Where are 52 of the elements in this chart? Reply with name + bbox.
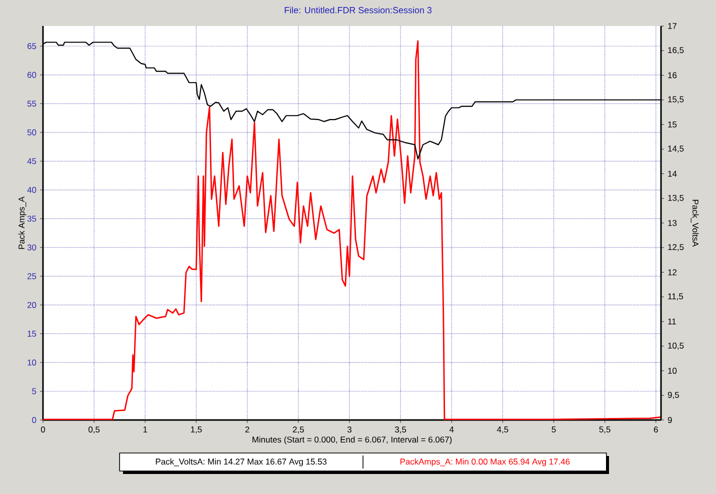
y2-tick-label: 10 [668, 368, 677, 374]
y2-tick-label: 13,5 [668, 194, 684, 202]
y2-tick-label: 14 [668, 170, 677, 177]
y-axis-title: Pack Amps_A [18, 196, 26, 249]
x-tick-label: 5,5 [599, 426, 610, 434]
y-tick-label: 35 [27, 216, 36, 222]
y2-tick-label: 15 [668, 122, 677, 128]
text: PackAmps_A [400, 458, 451, 466]
y2-axis-title: Pack_VoltsA [690, 200, 699, 247]
y2-tick-label: 15,5 [668, 96, 684, 104]
y-tick-label: 55 [27, 100, 36, 107]
x-tick-label: 4 [449, 426, 454, 432]
y2-tick-label: 16 [668, 72, 677, 78]
x-tick-label: 4,5 [496, 426, 508, 434]
y-tick-label: 60 [27, 72, 36, 78]
text: Pack_VoltsA [156, 458, 203, 466]
x-tick-label: 0,5 [88, 426, 100, 434]
y-tick-label: 65 [27, 43, 36, 50]
y-tick-label: 0 [32, 417, 36, 423]
y2-tick-label: 12 [668, 269, 677, 276]
y2-tick-label: 10,5 [668, 342, 684, 350]
y2-tick-label: 9,5 [668, 392, 679, 399]
chart-title: File: Untitled.FDR Session:Session 3 [284, 6, 432, 14]
y-tick-label: 20 [27, 302, 36, 308]
y2-tick-label: 13 [668, 220, 677, 226]
y2-tick-label: 12,5 [668, 244, 684, 252]
y-tick-label: 45 [27, 158, 36, 164]
y-tick-label: 30 [27, 244, 36, 250]
y-tick-label: 50 [27, 129, 36, 136]
y2-tick-label: 11 [668, 318, 676, 324]
x-tick-label: 2,5 [292, 426, 304, 434]
y2-tick-label: 11,5 [668, 293, 684, 300]
y-tick-label: 40 [27, 186, 36, 193]
x-tick-label: 3,5 [394, 426, 406, 434]
text: : Min 14.27 Max 16.67 Avg 15.53 [204, 458, 327, 466]
x-tick-label: 1 [143, 426, 148, 432]
y2-tick-label: 16,5 [668, 47, 684, 54]
y2-tick-label: 9 [668, 417, 672, 423]
y-tick-label: 15 [28, 330, 36, 337]
x-tick-label: 3 [347, 426, 352, 433]
y2-tick-label: 17 [668, 23, 677, 29]
x-tick-label: 1,5 [190, 426, 202, 434]
x-tick-label: 2 [245, 426, 250, 432]
x-tick-label: 6 [654, 426, 658, 433]
y-tick-label: 5 [32, 388, 36, 394]
x-tick-label: 0 [40, 426, 46, 433]
y-tick-label: 25 [27, 273, 36, 280]
y2-tick-label: 14,5 [668, 146, 684, 153]
text: : Min 0.00 Max 65.94 Avg 17.46 [451, 458, 570, 466]
x-axis-title: Minutes (Start = 0.000, End = 6.067, Interval = 6.067) [252, 436, 452, 444]
y-tick-label: 10 [28, 359, 36, 366]
x-tick-label: 5 [552, 426, 556, 432]
